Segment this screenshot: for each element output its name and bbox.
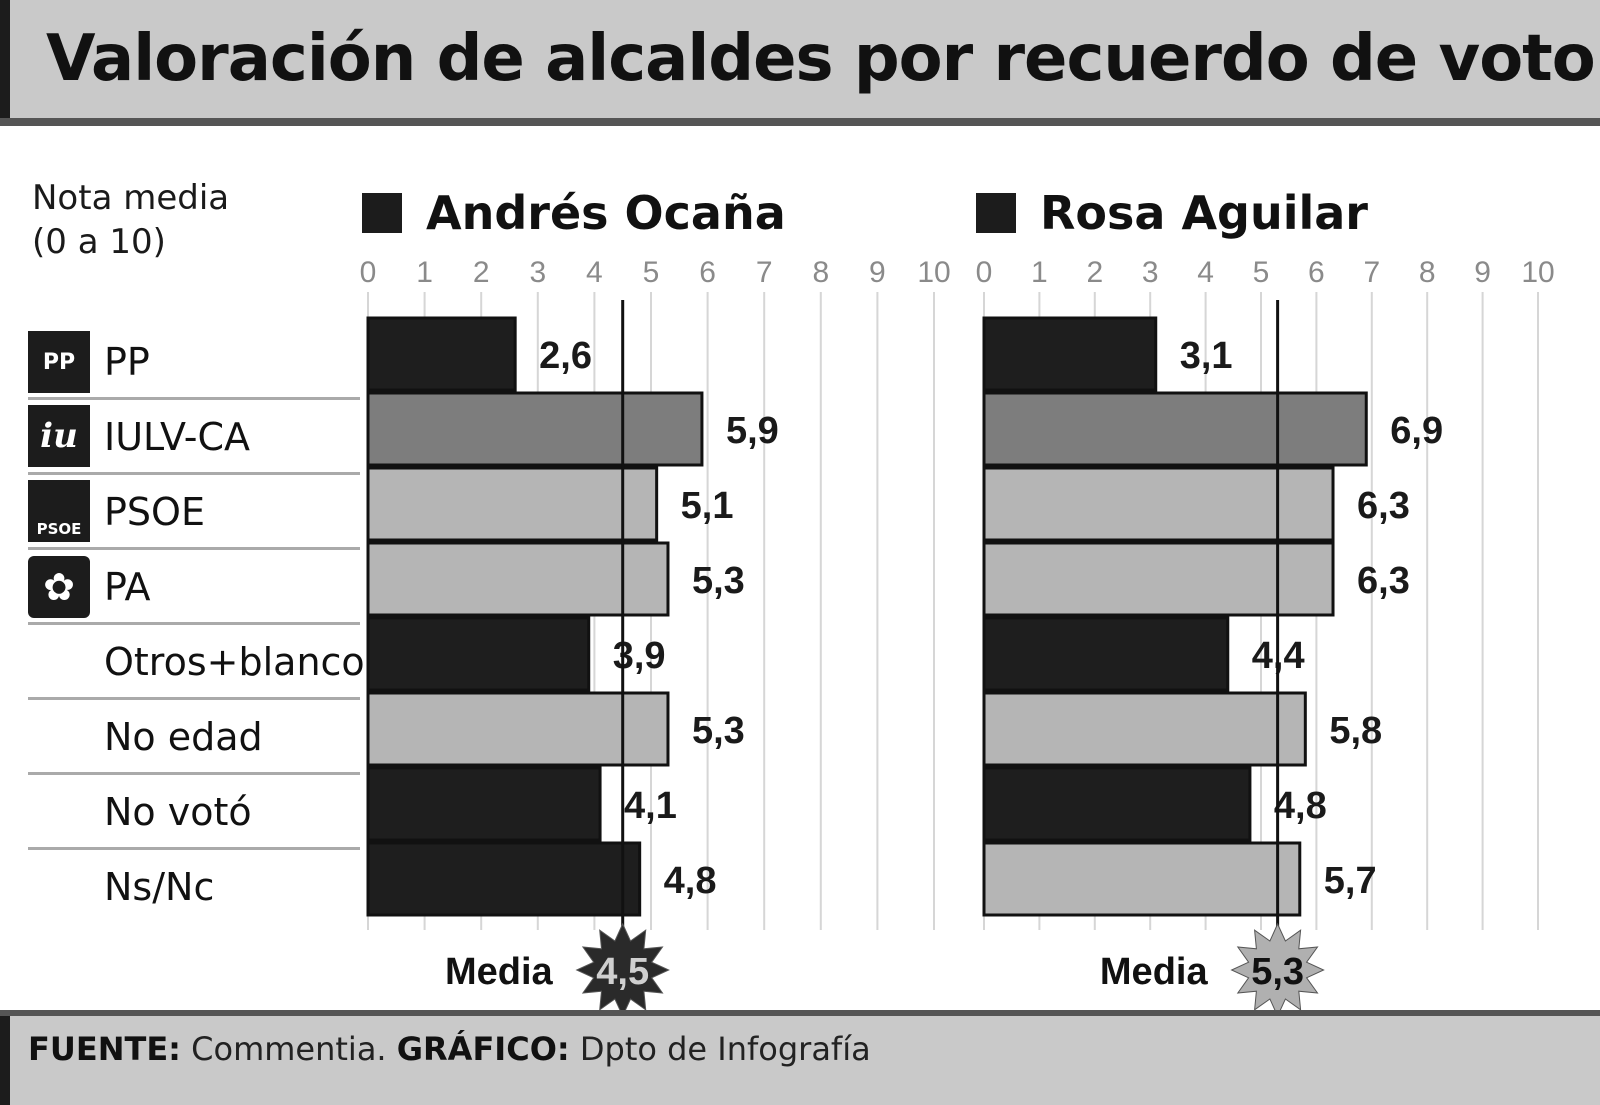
bar <box>366 841 642 917</box>
legend-label: Rosa Aguilar <box>1040 186 1368 240</box>
fuente-value: Commentia. <box>191 1030 387 1068</box>
bar <box>366 616 591 692</box>
legend-rosa-aguilar: Rosa Aguilar <box>976 186 1368 240</box>
tick-label: 0 <box>976 256 993 289</box>
bar <box>366 316 517 392</box>
bar <box>982 616 1230 692</box>
iu-logo-icon: iu <box>28 405 90 467</box>
tick-label: 3 <box>1142 256 1159 289</box>
tick-label: 6 <box>1308 256 1325 289</box>
tick-label: 1 <box>1031 256 1048 289</box>
row-label-pa: PA <box>104 565 151 609</box>
bar <box>982 766 1252 842</box>
value-label: 6,3 <box>1357 560 1410 602</box>
tick-label: 0 <box>360 256 377 289</box>
row-separator <box>28 622 360 625</box>
bar <box>982 841 1302 917</box>
row-label-no-edad: No edad <box>104 715 263 759</box>
value-label: 5,8 <box>1329 710 1382 752</box>
grafico-value: Dpto de Infografía <box>579 1030 871 1068</box>
bar <box>366 691 670 767</box>
tick-label: 9 <box>1474 256 1491 289</box>
tick-label: 7 <box>1363 256 1380 289</box>
chart-title: Valoración de alcaldes por recuerdo de v… <box>46 22 1596 96</box>
media-label: Media <box>445 951 554 993</box>
pp-logo-icon: PP <box>28 331 90 393</box>
subtitle-line-1: Nota media <box>32 178 230 218</box>
bar <box>366 391 704 467</box>
tick-label: 6 <box>699 256 716 289</box>
subtitle: Nota media (0 a 10) <box>32 176 312 264</box>
value-label: 6,3 <box>1357 485 1410 527</box>
tick-label: 2 <box>1086 256 1103 289</box>
row-label-no-voto: No votó <box>104 790 252 834</box>
bar <box>366 541 670 617</box>
tick-label: 10 <box>917 256 950 289</box>
value-label: 6,9 <box>1390 410 1443 452</box>
row-label-iulv-ca: IULV-CA <box>104 415 251 459</box>
tick-label: 7 <box>756 256 773 289</box>
row-separator <box>28 547 360 550</box>
tick-label: 8 <box>812 256 829 289</box>
tick-label: 3 <box>529 256 546 289</box>
legend-swatch <box>362 193 402 233</box>
tick-label: 4 <box>1197 256 1214 289</box>
row-separator <box>28 697 360 700</box>
value-label: 5,9 <box>726 410 779 452</box>
value-label: 5,3 <box>692 560 745 602</box>
value-label: 3,9 <box>613 635 666 677</box>
psoe-rose-logo-icon: PSOE <box>28 480 90 542</box>
subtitle-line-2: (0 a 10) <box>32 222 166 262</box>
title-bar: Valoración de alcaldes por recuerdo de v… <box>0 0 1600 126</box>
tick-label: 8 <box>1419 256 1436 289</box>
row-label-ns-nc: Ns/Nc <box>104 865 215 909</box>
media-starburst-icon <box>575 922 670 1010</box>
legend-swatch <box>976 193 1016 233</box>
tick-label: 10 <box>1521 256 1554 289</box>
value-label: 5,1 <box>681 485 734 527</box>
row-separator <box>28 772 360 775</box>
value-label: 4,8 <box>664 860 717 902</box>
value-label: 2,6 <box>539 335 592 377</box>
bar <box>982 466 1335 542</box>
bar <box>982 391 1368 467</box>
media-label: Media <box>1100 951 1209 993</box>
legend-label: Andrés Ocaña <box>426 186 786 240</box>
pa-logo-icon: ✿ <box>28 556 90 618</box>
footer-accent-bar <box>0 1016 10 1105</box>
tick-label: 5 <box>1253 256 1270 289</box>
media-starburst-icon <box>1230 922 1325 1010</box>
title-accent-bar <box>0 0 10 118</box>
bar <box>982 541 1335 617</box>
row-separator <box>28 397 360 400</box>
media-value: 5,3 <box>1251 951 1304 993</box>
footer: FUENTE: Commentia. GRÁFICO: Dpto de Info… <box>0 1010 1600 1105</box>
tick-label: 2 <box>473 256 490 289</box>
value-label: 4,1 <box>624 785 677 827</box>
legend-andres-ocana: Andrés Ocaña <box>362 186 786 240</box>
bar <box>366 466 659 542</box>
bar <box>982 691 1307 767</box>
tick-label: 9 <box>869 256 886 289</box>
value-label: 5,3 <box>692 710 745 752</box>
value-label: 3,1 <box>1180 335 1233 377</box>
row-separator <box>28 847 360 850</box>
tick-label: 5 <box>643 256 660 289</box>
grafico-label: GRÁFICO: <box>396 1030 570 1068</box>
bar-charts: 0 1 2 3 4 5 6 7 8 9 102,65,95,15,33,95,34,14,8Medi… <box>360 256 1555 1010</box>
value-label: 5,7 <box>1324 860 1377 902</box>
source-credit: FUENTE: Commentia. GRÁFICO: Dpto de Info… <box>28 1030 871 1068</box>
row-label-pp: PP <box>104 340 150 384</box>
row-separator <box>28 472 360 475</box>
bar <box>366 766 602 842</box>
tick-label: 1 <box>416 256 433 289</box>
row-label-otros-blanco: Otros+blanco <box>104 640 365 684</box>
tick-label: 4 <box>586 256 603 289</box>
value-label: 4,8 <box>1274 785 1327 827</box>
fuente-label: FUENTE: <box>28 1030 181 1068</box>
row-label-psoe: PSOE <box>104 490 205 534</box>
media-value: 4,5 <box>596 951 649 993</box>
bar <box>982 316 1158 392</box>
